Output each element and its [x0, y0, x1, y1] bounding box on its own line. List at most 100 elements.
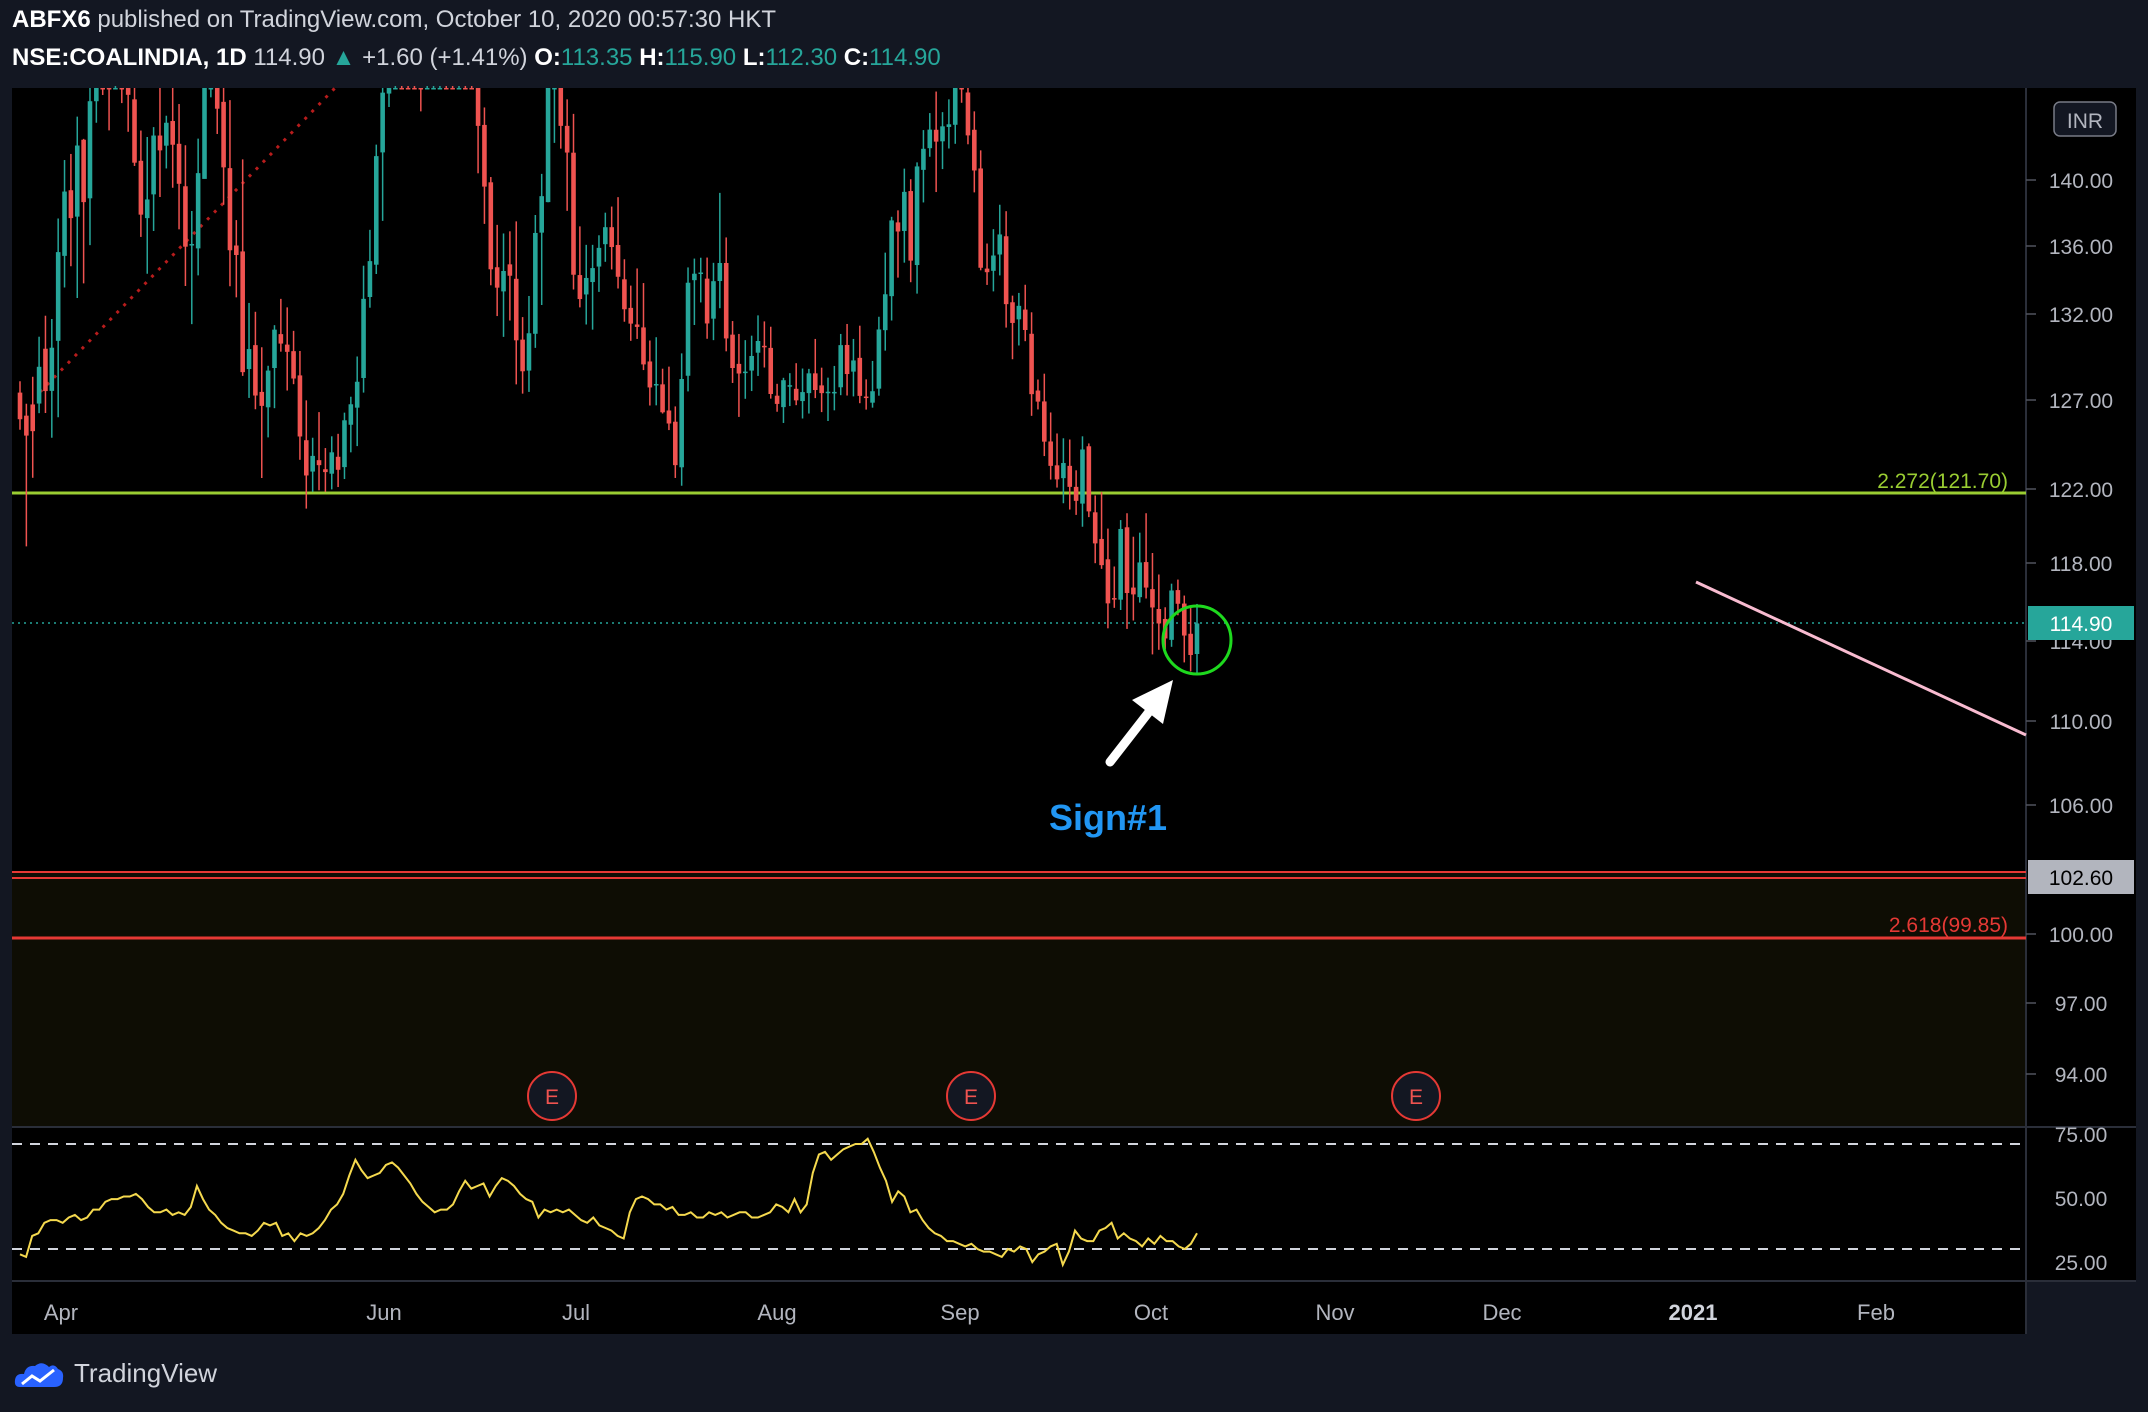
candle[interactable]: [253, 345, 258, 396]
candle[interactable]: [857, 357, 863, 396]
candle[interactable]: [437, 88, 443, 90]
price-chart[interactable]: 2.272(121.70) 2.618(99.85) Sign#1 E E E …: [0, 86, 2148, 1340]
candle[interactable]: [933, 129, 939, 142]
candle[interactable]: [170, 121, 175, 145]
candle[interactable]: [564, 125, 570, 153]
candle[interactable]: [507, 264, 513, 276]
candle[interactable]: [1143, 562, 1149, 588]
candle[interactable]: [1188, 633, 1193, 655]
candle[interactable]: [17, 392, 23, 420]
candle[interactable]: [335, 456, 341, 470]
candle[interactable]: [717, 263, 723, 282]
time-axis-background[interactable]: [12, 1282, 2026, 1334]
candle[interactable]: [214, 88, 220, 109]
candle[interactable]: [43, 348, 48, 392]
candle[interactable]: [49, 347, 55, 391]
candle[interactable]: [246, 349, 252, 370]
candle[interactable]: [310, 455, 315, 472]
candle[interactable]: [972, 129, 977, 171]
candle[interactable]: [965, 92, 971, 136]
candle[interactable]: [526, 333, 532, 371]
candle[interactable]: [195, 173, 201, 249]
candle[interactable]: [768, 347, 774, 394]
time-axis[interactable]: Apr Jun Jul Aug Sep Oct Nov Dec 2021 Feb: [44, 1300, 1895, 1325]
candle[interactable]: [227, 168, 233, 251]
candle[interactable]: [545, 88, 551, 203]
candle[interactable]: [533, 232, 538, 334]
candle[interactable]: [902, 191, 907, 231]
candle[interactable]: [1073, 486, 1079, 501]
candle[interactable]: [622, 279, 627, 310]
candle[interactable]: [1010, 302, 1015, 323]
candle[interactable]: [946, 124, 952, 127]
candle[interactable]: [1169, 590, 1174, 640]
tradingview-logo[interactable]: TradingView: [14, 1358, 217, 1389]
candle[interactable]: [539, 196, 544, 233]
candle[interactable]: [450, 88, 455, 90]
candle[interactable]: [914, 166, 920, 266]
candle[interactable]: [927, 129, 933, 149]
pointer-arrow-icon[interactable]: [1105, 680, 1173, 767]
candle[interactable]: [863, 396, 869, 399]
candle[interactable]: [55, 252, 61, 341]
candle[interactable]: [851, 360, 856, 372]
candle[interactable]: [1175, 590, 1181, 604]
candle[interactable]: [463, 88, 468, 90]
candle[interactable]: [393, 88, 398, 90]
candle[interactable]: [291, 351, 296, 379]
projection-trend-line[interactable]: [1695, 580, 2027, 737]
candle[interactable]: [284, 344, 290, 352]
candle[interactable]: [1105, 559, 1111, 604]
candle[interactable]: [704, 278, 710, 324]
candle[interactable]: [469, 88, 475, 90]
candle[interactable]: [641, 327, 646, 365]
candle[interactable]: [329, 452, 335, 474]
candle[interactable]: [1048, 441, 1053, 466]
candle[interactable]: [157, 135, 163, 151]
candle[interactable]: [482, 124, 487, 187]
candle[interactable]: [323, 469, 328, 473]
candle[interactable]: [456, 88, 462, 90]
candle[interactable]: [558, 88, 564, 126]
candle[interactable]: [424, 88, 430, 90]
candle[interactable]: [144, 199, 150, 219]
candle[interactable]: [596, 247, 602, 267]
candle[interactable]: [1003, 236, 1009, 305]
candle[interactable]: [832, 391, 837, 394]
candle[interactable]: [304, 440, 309, 476]
candle[interactable]: [1112, 598, 1117, 600]
candle[interactable]: [552, 88, 557, 90]
candle[interactable]: [1080, 449, 1085, 504]
candle[interactable]: [36, 366, 42, 404]
candle[interactable]: [1042, 401, 1047, 442]
candle[interactable]: [24, 415, 29, 436]
earnings-marker[interactable]: E: [527, 1071, 577, 1121]
candle[interactable]: [348, 404, 354, 425]
candle[interactable]: [501, 270, 506, 292]
candle[interactable]: [940, 126, 945, 142]
candle[interactable]: [838, 345, 844, 388]
candle[interactable]: [819, 385, 824, 394]
candle[interactable]: [520, 339, 525, 372]
candle[interactable]: [151, 135, 156, 195]
candle[interactable]: [908, 191, 913, 261]
candle[interactable]: [1035, 390, 1041, 402]
candle[interactable]: [278, 334, 284, 344]
candle[interactable]: [583, 277, 589, 295]
candle[interactable]: [113, 88, 118, 90]
candle[interactable]: [234, 245, 239, 256]
candle[interactable]: [272, 329, 277, 369]
candle[interactable]: [386, 88, 392, 94]
candle[interactable]: [354, 381, 360, 408]
candle[interactable]: [1194, 623, 1200, 654]
candle[interactable]: [183, 186, 188, 247]
candle[interactable]: [87, 101, 93, 199]
candle[interactable]: [615, 245, 621, 277]
candle[interactable]: [991, 255, 996, 271]
candle[interactable]: [870, 391, 875, 403]
currency-badge[interactable]: [2053, 101, 2117, 137]
candle[interactable]: [628, 307, 634, 324]
candle[interactable]: [342, 420, 347, 468]
candle[interactable]: [825, 391, 831, 394]
candle[interactable]: [660, 384, 665, 413]
